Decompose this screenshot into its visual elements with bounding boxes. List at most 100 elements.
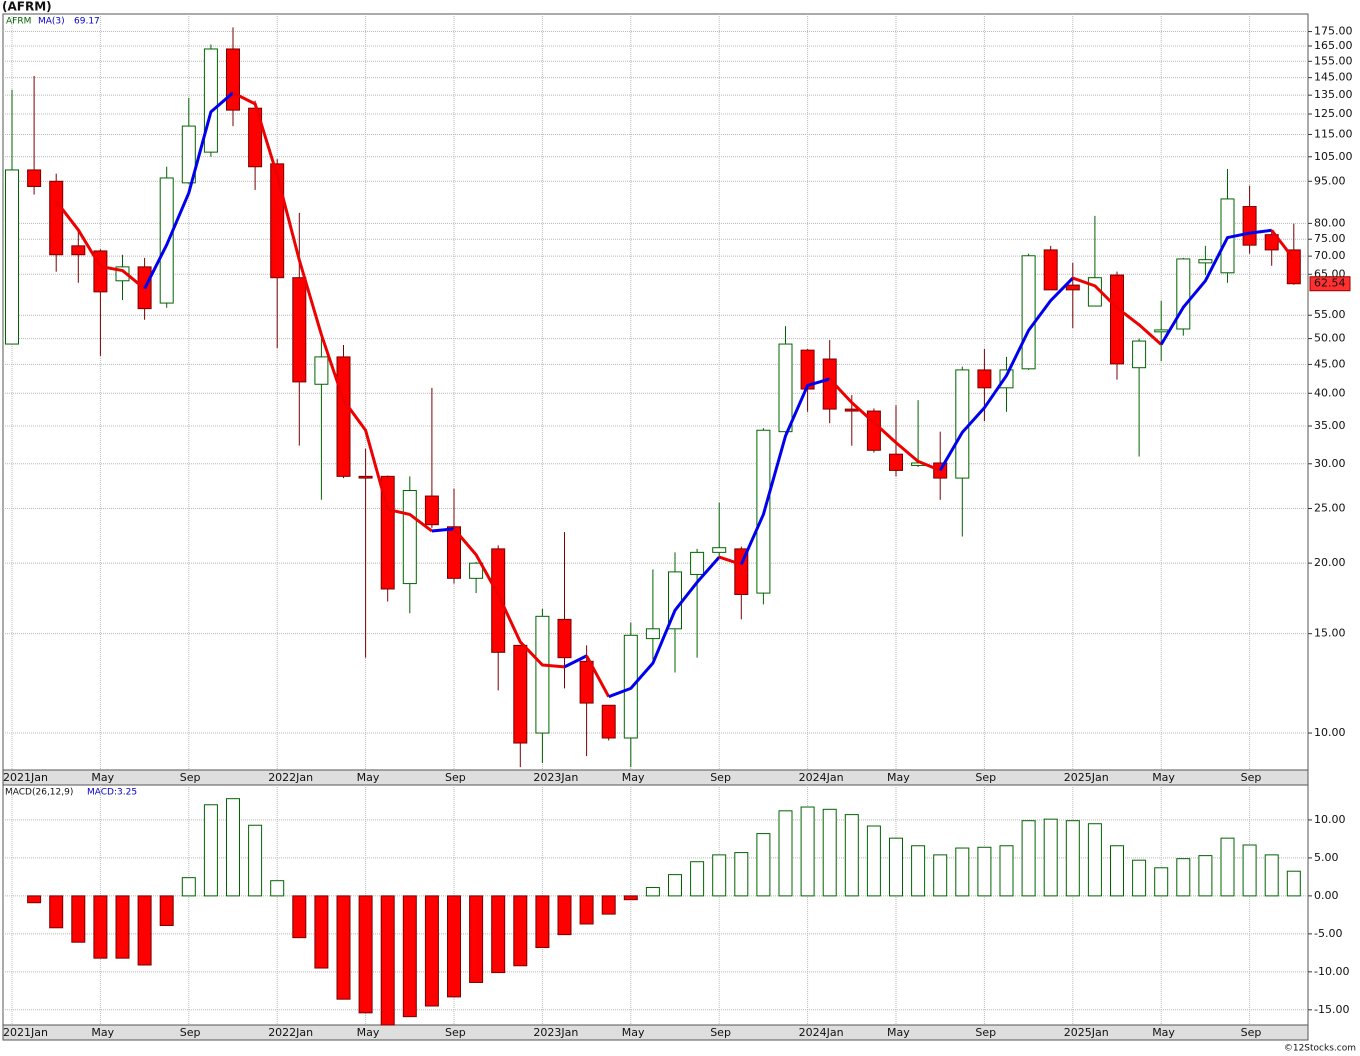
candle-body (380, 475, 395, 590)
candle-body (226, 48, 240, 111)
ma-line (143, 91, 234, 290)
candle-body (1242, 206, 1257, 246)
x-tick-label: 2023Jan (533, 771, 578, 784)
x-tick-label: Sep (1241, 1026, 1262, 1039)
y-tick-label: -15.00 (1314, 1003, 1349, 1016)
x-tick-label: 2025Jan (1064, 1026, 1109, 1039)
legend-label: MACD:3.25 (87, 788, 137, 798)
macd-bar (1242, 844, 1257, 897)
macd-bar (270, 880, 285, 897)
y-tick-label: 0.00 (1314, 889, 1339, 902)
macd-bar (1154, 867, 1169, 897)
macd-bar (668, 874, 682, 897)
macd-bar (778, 810, 793, 897)
ma-line (828, 377, 941, 472)
macd-bar (159, 895, 174, 927)
macd-bar (27, 895, 42, 904)
ma-line (718, 555, 742, 566)
macd-bar (955, 847, 970, 897)
macd-bar (513, 895, 528, 967)
candle-body (469, 562, 484, 579)
macd-bar (93, 895, 108, 959)
macd-bar (889, 837, 903, 897)
candle-body (1198, 259, 1213, 264)
macd-bar (1286, 870, 1301, 897)
candle-body (535, 615, 550, 734)
macd-bar (1043, 818, 1058, 897)
y-tick-label: 35.00 (1314, 419, 1346, 432)
macd-bar (469, 895, 484, 983)
candle-body (999, 369, 1014, 389)
candle-body (955, 369, 970, 479)
candle-body (491, 548, 506, 653)
macd-bar (535, 895, 550, 949)
x-tick-label: May (622, 1026, 645, 1039)
candle-body (424, 495, 439, 526)
x-tick-label: Sep (975, 1026, 996, 1039)
ma-line (1159, 228, 1272, 346)
y-tick-label: -10.00 (1314, 965, 1349, 978)
x-tick-label: 2024Jan (799, 771, 844, 784)
macd-bar (844, 814, 859, 897)
candle-body (181, 125, 196, 184)
macd-bar (1087, 823, 1102, 897)
candle-body (292, 277, 307, 383)
y-tick-label: 70.00 (1314, 249, 1346, 262)
candle-body (27, 169, 42, 187)
y-tick-label: 115.00 (1314, 127, 1353, 140)
macd-bar (447, 895, 461, 998)
candle-body (336, 356, 351, 477)
ma-line (1270, 229, 1295, 260)
x-tick-label: Sep (975, 771, 996, 784)
macd-bar (579, 895, 594, 925)
candle-body (203, 48, 218, 153)
x-tick-label: May (887, 1026, 910, 1039)
candle-body (645, 628, 660, 640)
last-price-label: 62.54 (1314, 277, 1346, 290)
candle-body (690, 551, 705, 575)
macd-bar (911, 845, 926, 897)
x-tick-label: 2021Jan (3, 1026, 48, 1039)
ma-line (452, 527, 565, 669)
x-tick-label: May (1152, 1026, 1175, 1039)
macd-bar (1132, 859, 1147, 897)
x-tick-label: 2024Jan (799, 1026, 844, 1039)
x-tick-label: Sep (710, 771, 731, 784)
macd-bar (623, 895, 638, 901)
ma-line (1072, 276, 1163, 346)
macd-bar (1110, 845, 1124, 897)
y-tick-label: 135.00 (1314, 88, 1353, 101)
candle-body (5, 169, 19, 345)
y-tick-label: 5.00 (1314, 851, 1339, 864)
candle-body (402, 490, 417, 585)
candle-body (159, 177, 174, 304)
candle-body (1043, 249, 1058, 291)
ma-line (585, 655, 611, 698)
legend-value: 69.17 (74, 17, 100, 27)
macd-bar (645, 887, 660, 897)
y-tick-label: 15.00 (1314, 627, 1346, 640)
x-tick-label: Sep (180, 771, 201, 784)
y-tick-label: 45.00 (1314, 357, 1346, 370)
macd-bar (336, 895, 351, 1000)
x-tick-label: May (622, 771, 645, 784)
macd-bar (999, 845, 1014, 897)
macd-bar (822, 808, 837, 897)
candle-body (844, 408, 859, 412)
macd-bar (115, 895, 130, 959)
candle-body (1132, 340, 1147, 369)
macd-bar (380, 895, 395, 1026)
x-tick-label: 2022Jan (268, 1026, 313, 1039)
macd-bar (933, 854, 948, 897)
ma-line (608, 556, 721, 699)
candle-body (1021, 255, 1036, 370)
candle-body (601, 704, 616, 739)
candle-body (71, 245, 86, 256)
last-price-box (1309, 276, 1351, 292)
candle-body (513, 644, 528, 744)
candle-body (1154, 329, 1169, 333)
macd-bar (1176, 858, 1191, 897)
candle-body (778, 343, 793, 433)
macd-bar (292, 895, 307, 939)
